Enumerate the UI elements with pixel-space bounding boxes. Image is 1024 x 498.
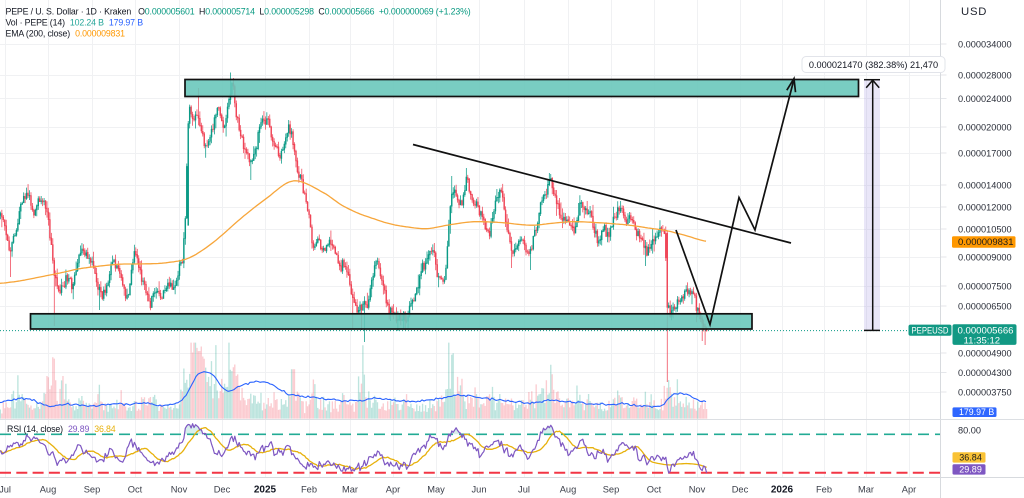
svg-text:Jun: Jun bbox=[472, 485, 487, 495]
svg-text:0.000004300: 0.000004300 bbox=[958, 368, 1012, 378]
svg-text:Jul: Jul bbox=[518, 485, 530, 495]
svg-text:Apr: Apr bbox=[386, 485, 400, 495]
svg-text:0.000020000: 0.000020000 bbox=[958, 122, 1012, 132]
svg-text:0.000010500: 0.000010500 bbox=[958, 224, 1012, 234]
svg-text:Mar: Mar bbox=[342, 485, 358, 495]
svg-text:May: May bbox=[427, 485, 445, 495]
svg-text:Sep: Sep bbox=[84, 485, 101, 495]
svg-text:0.000021470 (382.38%) 21,470: 0.000021470 (382.38%) 21,470 bbox=[809, 60, 938, 70]
svg-text:EMA (200, close)0.000009831: EMA (200, close) 0.000009831 bbox=[6, 29, 126, 39]
svg-text:Dec: Dec bbox=[732, 485, 749, 495]
svg-text:0.000006500: 0.000006500 bbox=[958, 301, 1012, 311]
svg-text:0.000028000: 0.000028000 bbox=[958, 70, 1012, 80]
svg-text:Sep: Sep bbox=[603, 485, 620, 495]
svg-text:29.89: 29.89 bbox=[959, 465, 982, 475]
svg-text:Nov: Nov bbox=[689, 485, 706, 495]
svg-text:0.000014000: 0.000014000 bbox=[958, 180, 1012, 190]
svg-text:0.000009000: 0.000009000 bbox=[958, 252, 1012, 262]
svg-text:PEPE / U. S. Dollar · 1D · Kra: PEPE / U. S. Dollar · 1D · Kraken O0.0000… bbox=[6, 6, 471, 16]
svg-text:Apr: Apr bbox=[902, 485, 916, 495]
svg-text:Aug: Aug bbox=[40, 485, 57, 495]
svg-text:2025: 2025 bbox=[254, 485, 277, 496]
svg-text:0.000024000: 0.000024000 bbox=[958, 94, 1012, 104]
svg-text:Jul: Jul bbox=[0, 485, 11, 495]
svg-text:0.000005666: 0.000005666 bbox=[958, 326, 1014, 337]
svg-text:0.000004900: 0.000004900 bbox=[958, 348, 1012, 358]
svg-text:Aug: Aug bbox=[560, 485, 577, 495]
svg-text:Nov: Nov bbox=[171, 485, 188, 495]
svg-text:2026: 2026 bbox=[771, 485, 794, 496]
svg-text:Mar: Mar bbox=[858, 485, 874, 495]
svg-text:Dec: Dec bbox=[214, 485, 231, 495]
svg-text:0.000034000: 0.000034000 bbox=[958, 39, 1012, 49]
svg-text:Oct: Oct bbox=[647, 485, 662, 495]
svg-text:0.000009831: 0.000009831 bbox=[958, 237, 1013, 248]
svg-text:Feb: Feb bbox=[816, 485, 832, 495]
svg-text:179.97 B: 179.97 B bbox=[959, 407, 994, 417]
svg-text:36.84: 36.84 bbox=[959, 453, 982, 463]
svg-text:Oct: Oct bbox=[128, 485, 143, 495]
svg-text:Feb: Feb bbox=[301, 485, 317, 495]
svg-text:0.000017000: 0.000017000 bbox=[958, 148, 1012, 158]
svg-text:PEPEUSD: PEPEUSD bbox=[912, 326, 949, 336]
svg-text:80.00: 80.00 bbox=[958, 425, 981, 435]
svg-text:0.000012000: 0.000012000 bbox=[958, 202, 1012, 212]
svg-text:0.000007500: 0.000007500 bbox=[958, 281, 1012, 291]
svg-text:11:35:12: 11:35:12 bbox=[964, 335, 1001, 346]
svg-text:0.000003750: 0.000003750 bbox=[958, 387, 1012, 397]
svg-text:USD: USD bbox=[961, 6, 987, 18]
